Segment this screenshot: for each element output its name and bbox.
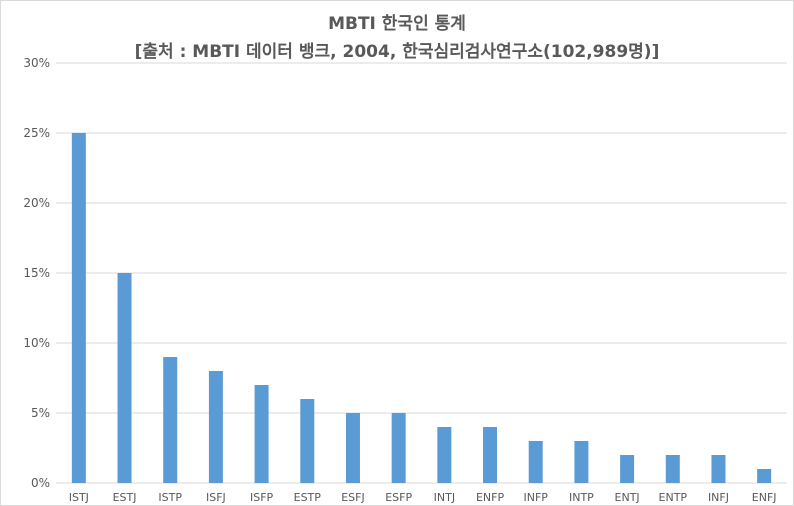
- bar-istp: [163, 357, 178, 483]
- x-tick-label-intp: INTP: [569, 491, 594, 504]
- x-tick-label-istp: ISTP: [158, 491, 182, 504]
- grid-layer: [56, 62, 787, 484]
- y-tick-label: 30%: [23, 56, 50, 70]
- bar-intj: [437, 427, 452, 483]
- chart-title: MBTI 한국인 통계: [328, 14, 466, 34]
- x-tick-label-isfj: ISFJ: [206, 491, 226, 504]
- chart-subtitle: [출처 : MBTI 데이터 뱅크, 2004, 한국심리검사연구소(102,9…: [134, 42, 660, 62]
- y-tick-label: 0%: [31, 476, 50, 490]
- bar-esfp: [391, 413, 406, 483]
- x-tick-label-enfj: ENFJ: [752, 491, 777, 504]
- bars-layer: [71, 133, 772, 483]
- x-tick-label-estp: ESTP: [294, 491, 322, 504]
- y-tick-label: 10%: [23, 336, 50, 350]
- bar-intp: [574, 441, 589, 483]
- x-tick-label-intj: INTJ: [434, 491, 455, 504]
- y-tick-label: 15%: [23, 266, 50, 280]
- bar-infp: [528, 441, 543, 483]
- x-tick-label-istj: ISTJ: [69, 491, 89, 504]
- bar-istj: [71, 133, 86, 483]
- x-tick-label-estj: ESTJ: [113, 491, 137, 504]
- x-tick-label-isfp: ISFP: [250, 491, 274, 504]
- x-axis: ISTJ ESTJ ISTP ISFJ ISFP ESTP ESFJ ESFP INTJ ENFP…: [69, 491, 777, 504]
- y-tick-label: 5%: [31, 406, 50, 420]
- x-tick-label-enfp: ENFP: [476, 491, 505, 504]
- x-tick-label-entp: ENTP: [659, 491, 688, 504]
- bar-enfp: [483, 427, 498, 483]
- bar-isfj: [208, 371, 223, 483]
- bar-esfj: [345, 413, 360, 483]
- bar-infj: [711, 455, 726, 483]
- bar-enfj: [757, 469, 772, 483]
- x-tick-label-esfp: ESFP: [385, 491, 412, 504]
- y-tick-label: 25%: [23, 126, 50, 140]
- x-tick-label-entj: ENTJ: [615, 491, 640, 504]
- bar-isfp: [254, 385, 269, 483]
- x-tick-label-infp: INFP: [524, 491, 549, 504]
- x-tick-label-esfj: ESFJ: [341, 491, 365, 504]
- y-tick-label: 20%: [23, 196, 50, 210]
- y-axis: 0% 5% 10% 15% 20% 25% 30%: [23, 56, 50, 490]
- bar-entp: [665, 455, 680, 483]
- bar-entj: [620, 455, 635, 483]
- bar-estp: [300, 399, 315, 483]
- bar-estj: [117, 273, 132, 483]
- x-tick-label-infj: INFJ: [708, 491, 729, 504]
